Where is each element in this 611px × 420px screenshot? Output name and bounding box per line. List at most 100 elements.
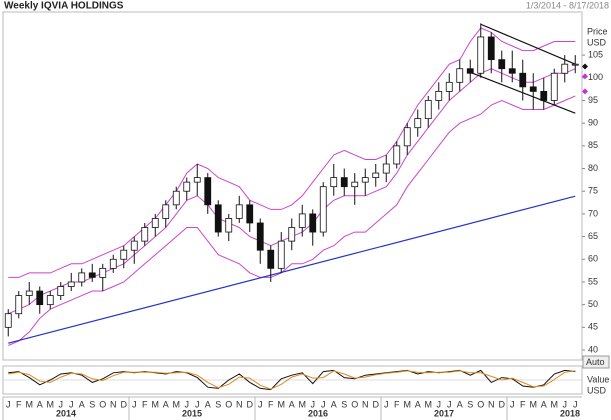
x-tick-label: N bbox=[110, 399, 117, 409]
candle-body bbox=[162, 204, 170, 219]
candle-body bbox=[298, 213, 306, 228]
candle-body bbox=[340, 177, 348, 188]
candle-body bbox=[151, 218, 159, 228]
x-tick-label: D bbox=[499, 399, 506, 409]
chart-title: Weekly IQVIA HOLDINGS bbox=[4, 1, 124, 12]
candle-body bbox=[193, 177, 201, 183]
x-tick-label: O bbox=[225, 399, 232, 409]
plot-frame bbox=[2, 11, 583, 361]
x-tick-label: J bbox=[321, 399, 326, 409]
auto-label[interactable]: Auto bbox=[586, 357, 605, 367]
x-tick-label: O bbox=[99, 399, 106, 409]
trendline bbox=[480, 23, 576, 65]
x-tick-label: A bbox=[415, 399, 421, 409]
candle-body bbox=[519, 72, 527, 88]
last-value-marker bbox=[582, 88, 588, 95]
x-tick-label: S bbox=[341, 399, 347, 409]
x-tick-label: J bbox=[447, 399, 452, 409]
x-tick-label: F bbox=[16, 399, 22, 409]
trendline bbox=[8, 195, 576, 344]
year-label: 2017 bbox=[434, 408, 454, 418]
y-tick-label: 50 bbox=[588, 299, 598, 309]
x-tick-label: F bbox=[142, 399, 148, 409]
last-value-marker bbox=[582, 73, 588, 80]
x-tick-label: M bbox=[173, 399, 181, 409]
x-tick-label: M bbox=[26, 399, 34, 409]
x-tick-label: S bbox=[89, 399, 95, 409]
auto-button[interactable] bbox=[582, 355, 610, 369]
y-tick-label: 80 bbox=[588, 163, 598, 173]
candle-body bbox=[466, 68, 474, 74]
x-tick-label: M bbox=[299, 399, 307, 409]
y-tick-label: 60 bbox=[588, 254, 598, 264]
x-tick-label: A bbox=[79, 399, 85, 409]
candle-body bbox=[204, 177, 212, 206]
candle-body bbox=[487, 36, 495, 61]
x-tick-label: A bbox=[331, 399, 337, 409]
indicator-unit: USD bbox=[587, 385, 607, 395]
candle-body bbox=[508, 68, 516, 74]
candle-body bbox=[130, 240, 138, 251]
candle-body bbox=[414, 118, 422, 129]
indicator-label: Value bbox=[587, 374, 609, 384]
x-tick-label: D bbox=[247, 399, 254, 409]
candle-body bbox=[99, 267, 107, 278]
last-value-marker bbox=[582, 63, 588, 70]
candle-body bbox=[529, 86, 537, 92]
x-tick-label: F bbox=[394, 399, 400, 409]
candle-body bbox=[571, 63, 579, 66]
x-tick-label: M bbox=[278, 399, 286, 409]
candle-body bbox=[445, 81, 453, 92]
x-tick-label: M bbox=[404, 399, 412, 409]
candle-body bbox=[25, 290, 33, 296]
y-tick-label: 85 bbox=[588, 140, 598, 150]
x-tick-label: J bbox=[6, 399, 11, 409]
x-tick-label: A bbox=[457, 399, 463, 409]
x-tick-label: J bbox=[185, 399, 190, 409]
x-tick-label: F bbox=[520, 399, 526, 409]
x-tick-label: O bbox=[477, 399, 484, 409]
y-tick-label: 45 bbox=[588, 322, 598, 332]
x-tick-label: N bbox=[362, 399, 369, 409]
x-tick-label: N bbox=[488, 399, 495, 409]
x-tick-label: J bbox=[69, 399, 74, 409]
y-tick-label: 75 bbox=[588, 186, 598, 196]
year-label: 2015 bbox=[182, 408, 202, 418]
price-unit: USD bbox=[587, 37, 607, 47]
x-tick-label: J bbox=[59, 399, 64, 409]
price-label: Price bbox=[587, 26, 608, 36]
candle-body bbox=[277, 240, 285, 269]
candle-body bbox=[235, 204, 243, 219]
x-tick-label: M bbox=[152, 399, 160, 409]
x-tick-label: J bbox=[258, 399, 263, 409]
candle-body bbox=[382, 163, 390, 174]
candle-body bbox=[561, 63, 569, 74]
y-tick-label: 40 bbox=[588, 344, 598, 354]
x-tick-label: J bbox=[437, 399, 442, 409]
y-tick-label: 70 bbox=[588, 208, 598, 218]
x-tick-label: S bbox=[215, 399, 221, 409]
candle-body bbox=[225, 218, 233, 233]
x-tick-label: A bbox=[541, 399, 547, 409]
x-tick-label: M bbox=[530, 399, 538, 409]
x-tick-label: J bbox=[132, 399, 137, 409]
candle-body bbox=[120, 249, 128, 260]
candle-body bbox=[183, 181, 191, 192]
candle-body bbox=[456, 68, 464, 83]
candle-body bbox=[214, 204, 222, 233]
y-tick-label: 100 bbox=[588, 72, 603, 82]
candle-body bbox=[256, 222, 264, 251]
candle-body bbox=[309, 213, 317, 233]
candle-body bbox=[330, 177, 338, 188]
candle-body bbox=[477, 36, 485, 74]
x-tick-label: J bbox=[573, 399, 578, 409]
x-tick-label: M bbox=[425, 399, 433, 409]
candle-body bbox=[88, 272, 96, 278]
candle-body bbox=[78, 272, 86, 283]
candle-body bbox=[57, 286, 65, 296]
oscillator-line bbox=[8, 370, 576, 390]
candle-body bbox=[372, 172, 380, 179]
candle-body bbox=[4, 313, 12, 328]
